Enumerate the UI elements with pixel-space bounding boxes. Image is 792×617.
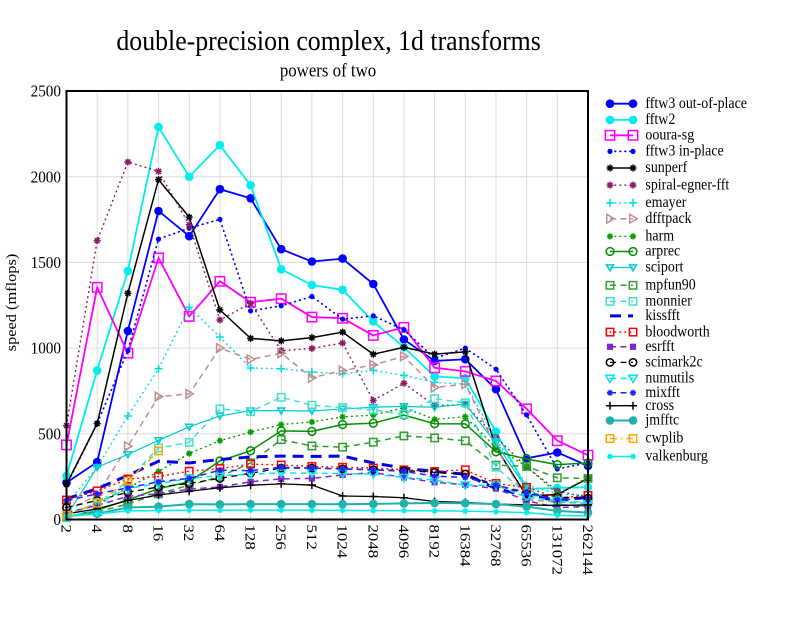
svg-text:scimark2c: scimark2c — [645, 354, 703, 371]
svg-text:64: 64 — [211, 525, 227, 542]
svg-text:arprec: arprec — [645, 243, 680, 260]
svg-text:0: 0 — [53, 511, 61, 529]
svg-text:16: 16 — [150, 525, 166, 542]
svg-text:fftw3 in-place: fftw3 in-place — [645, 143, 724, 160]
svg-text:65536: 65536 — [518, 525, 534, 567]
svg-text:valkenburg: valkenburg — [645, 448, 708, 465]
svg-text:sciport: sciport — [645, 259, 683, 276]
svg-text:8192: 8192 — [426, 525, 442, 559]
svg-text:16384: 16384 — [456, 525, 472, 567]
svg-text:1024: 1024 — [334, 525, 350, 559]
svg-text:262144: 262144 — [579, 525, 595, 575]
svg-text:cwplib: cwplib — [645, 430, 683, 447]
svg-text:500: 500 — [38, 426, 61, 444]
svg-text:131072: 131072 — [549, 525, 565, 575]
svg-text:512: 512 — [303, 525, 319, 550]
svg-text:2048: 2048 — [364, 525, 380, 559]
svg-text:8: 8 — [119, 525, 135, 533]
svg-text:mpfun90: mpfun90 — [645, 277, 695, 294]
svg-text:esrfft: esrfft — [645, 338, 674, 355]
svg-text:256: 256 — [272, 525, 288, 550]
svg-text:1500: 1500 — [31, 254, 61, 272]
svg-text:speed (mflops): speed (mflops) — [3, 254, 19, 351]
svg-text:2500: 2500 — [31, 83, 61, 101]
svg-text:2000: 2000 — [31, 169, 61, 187]
svg-text:1000: 1000 — [31, 340, 61, 358]
svg-text:32768: 32768 — [487, 525, 503, 567]
svg-text:fftw3 out-of-place: fftw3 out-of-place — [645, 95, 747, 112]
svg-text:numutils: numutils — [645, 370, 694, 387]
svg-text:mixfft: mixfft — [645, 384, 680, 401]
svg-text:spiral-egner-fft: spiral-egner-fft — [645, 177, 729, 194]
svg-text:32: 32 — [180, 525, 196, 542]
svg-text:harm: harm — [645, 228, 674, 245]
svg-text:128: 128 — [242, 525, 258, 550]
svg-text:bloodworth: bloodworth — [645, 324, 710, 341]
svg-text:cross: cross — [645, 397, 674, 414]
svg-text:ooura-sg: ooura-sg — [645, 127, 694, 144]
svg-text:4096: 4096 — [395, 525, 411, 559]
svg-text:4: 4 — [88, 525, 104, 533]
svg-text:dfftpack: dfftpack — [645, 210, 692, 227]
svg-text:jmfftc: jmfftc — [644, 412, 679, 429]
svg-text:emayer: emayer — [645, 195, 686, 212]
svg-text:sunperf: sunperf — [645, 160, 687, 177]
svg-text:2: 2 — [58, 525, 74, 533]
svg-text:kissfft: kissfft — [645, 308, 680, 325]
svg-text:powers of two: powers of two — [280, 60, 376, 81]
svg-text:monnier: monnier — [645, 293, 692, 310]
svg-text:double-precision complex, 1d t: double-precision complex, 1d transforms — [116, 25, 540, 56]
svg-text:fftw2: fftw2 — [645, 112, 675, 129]
